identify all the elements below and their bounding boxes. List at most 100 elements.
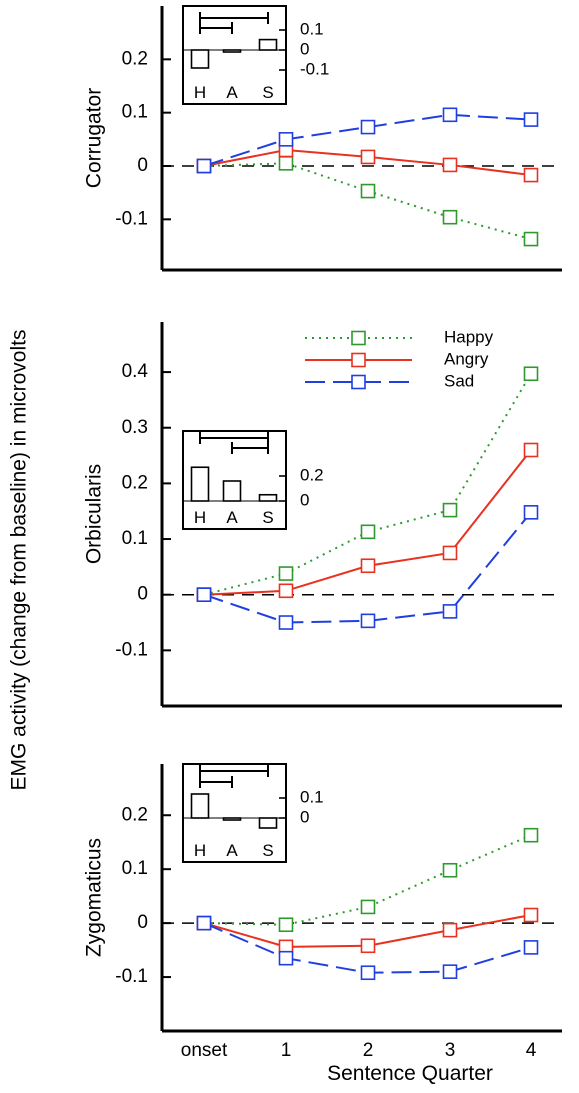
inset-category-label: H: [194, 83, 206, 102]
data-point-sad: [360, 965, 376, 981]
data-point-happy: [442, 209, 458, 225]
inset-tick-label: -0.1: [300, 59, 329, 78]
legend-marker-sad: [351, 374, 366, 390]
panel-label-zygomaticus: Zygomaticus: [83, 838, 106, 957]
inset-tick-label: 0.2: [300, 465, 324, 484]
inset-bar-A: [222, 480, 242, 502]
inset-bar-H: [190, 793, 210, 819]
data-point-angry: [523, 442, 539, 458]
inset-bar-A: [222, 817, 242, 821]
data-point-angry: [360, 558, 376, 574]
inset-bar-S: [258, 38, 278, 51]
inset-category-label: A: [226, 83, 238, 102]
inset-zygomaticus: H A S 0.10: [182, 763, 324, 863]
y-tick-label: 0.2: [122, 804, 148, 825]
inset-category-label: S: [262, 841, 273, 860]
inset-tick-label: 0: [300, 490, 309, 509]
data-point-sad: [360, 119, 376, 135]
inset-corrugator: H A S 0.10-0.1: [182, 5, 329, 105]
y-tick-label: -0.1: [115, 639, 148, 660]
data-point-sad: [278, 132, 294, 147]
y-tick-label: 0.1: [122, 858, 148, 879]
legend-label-angry: Angry: [444, 349, 489, 368]
legend-marker-angry: [351, 352, 366, 368]
data-point-sad: [278, 615, 294, 630]
x-tick-label: 2: [363, 1040, 374, 1061]
data-point-happy: [278, 156, 294, 171]
x-tick-label: 1: [281, 1040, 292, 1061]
data-point-sad: [196, 158, 212, 174]
data-point-happy: [360, 524, 376, 540]
inset-category-label: H: [194, 841, 206, 860]
y-tick-label: 0.4: [122, 361, 149, 382]
legend-label-sad: Sad: [444, 371, 474, 390]
data-point-sad: [196, 587, 212, 602]
x-tick-label: 3: [445, 1040, 456, 1061]
inset-bar-H: [190, 466, 210, 502]
data-point-sad: [442, 964, 458, 979]
inset-frame: [182, 763, 287, 863]
y-tick-label: 0.2: [122, 472, 148, 493]
data-point-sad: [196, 915, 212, 931]
data-point-happy: [523, 231, 539, 247]
data-point-happy: [442, 862, 458, 878]
panel-orbicularis: 0.4 0.3 0.2 0.1 0 -0.1 Orbicularis H A S 0.2 0: [83, 322, 562, 708]
y-tick-label: -0.1: [115, 208, 148, 229]
data-point-sad: [523, 940, 539, 955]
inset-tick-label: 0: [300, 39, 309, 58]
data-point-sad: [360, 613, 376, 629]
y-tick-label: 0.1: [122, 102, 148, 123]
inset-category-label: H: [194, 508, 206, 527]
y-tick-label: -0.1: [115, 966, 148, 987]
inset-tick-label: 0.1: [300, 19, 324, 38]
data-point-happy: [442, 502, 458, 518]
data-point-happy: [360, 183, 376, 199]
data-point-happy: [360, 899, 376, 915]
data-point-sad: [442, 604, 458, 619]
inset-bar-H: [190, 49, 210, 69]
series-line-happy: [203, 162, 532, 241]
data-point-angry: [523, 907, 539, 923]
data-point-sad: [442, 107, 458, 123]
legend-marker-happy: [351, 330, 366, 346]
inset-bar-S: [258, 817, 278, 829]
data-point-sad: [278, 950, 294, 966]
inset-category-label: A: [226, 841, 238, 860]
y-axis-title: EMG activity (change from baseline) in m…: [8, 330, 31, 791]
inset-tick-label: 0: [300, 807, 309, 826]
x-axis-title: Sentence Quarter: [327, 1062, 493, 1085]
data-point-angry: [360, 938, 376, 954]
y-tick-label: 0.2: [122, 48, 148, 69]
y-tick-label: 0.1: [122, 528, 148, 549]
y-tick-label: 0: [137, 584, 148, 605]
inset-category-label: S: [262, 83, 273, 102]
data-point-happy: [278, 566, 294, 581]
y-tick-label: 0: [137, 912, 148, 933]
data-point-sad: [523, 112, 539, 127]
x-tick-label: onset: [181, 1040, 228, 1061]
inset-tick-label: 0.1: [300, 787, 324, 806]
data-point-angry: [360, 149, 376, 165]
data-point-angry: [278, 583, 294, 599]
data-point-happy: [278, 917, 294, 933]
legend: Happy Angry Sad: [305, 327, 494, 390]
panel-label-corrugator: Corrugator: [83, 88, 106, 188]
inset-category-label: A: [226, 508, 238, 527]
data-point-happy: [523, 827, 539, 843]
data-point-angry: [442, 545, 458, 561]
data-point-angry: [442, 922, 458, 938]
x-tick-label: 4: [526, 1040, 537, 1061]
y-tick-label: 0: [137, 155, 148, 176]
inset-orbicularis: H A S 0.2 0: [182, 430, 324, 530]
y-tick-label: 0.3: [122, 417, 148, 438]
panel-label-orbicularis: Orbicularis: [83, 464, 106, 564]
data-point-angry: [523, 167, 539, 183]
data-point-happy: [523, 366, 539, 382]
data-point-angry: [442, 157, 458, 173]
legend-label-happy: Happy: [444, 327, 494, 346]
inset-bar-S: [258, 493, 278, 502]
inset-category-label: S: [262, 508, 273, 527]
inset-bar-A: [222, 49, 242, 53]
